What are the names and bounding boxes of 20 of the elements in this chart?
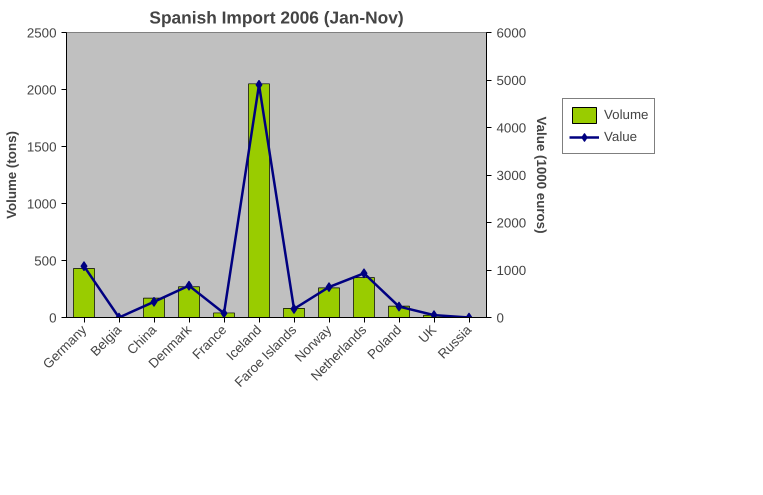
y2-tick-label: 3000	[496, 168, 526, 183]
y2-tick-label: 2000	[496, 216, 526, 230]
y2-tick-label: 1000	[496, 263, 526, 278]
x-tick-label: UK	[416, 322, 440, 346]
point	[220, 308, 228, 318]
y-tick-label: 1000	[26, 196, 57, 212]
y-axis-title: Volume (tons)	[4, 131, 19, 219]
y2-tick-label: 0	[496, 310, 504, 326]
y2-tick-label: 4000	[496, 120, 526, 136]
legend-label: Volume	[604, 107, 648, 122]
y-tick-label: 2000	[26, 82, 57, 98]
y-tick-label: 1500	[26, 140, 57, 154]
chart-title: Spanish Import 2006 (Jan-Nov)	[149, 8, 404, 28]
y-tick-label: 0	[49, 310, 57, 326]
y2-tick-label: 5000	[496, 73, 526, 88]
y-tick-label: 500	[34, 254, 57, 268]
y2-tick-label: 6000	[496, 26, 526, 40]
y2-axis-title: Value (1000 euros)	[534, 116, 550, 234]
y-tick-label: 2500	[26, 26, 57, 40]
legend-label: Value	[604, 129, 638, 144]
